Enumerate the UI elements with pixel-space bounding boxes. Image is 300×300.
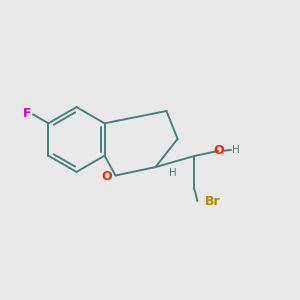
Text: F: F [23,107,32,120]
Text: Br: Br [205,195,220,208]
Text: O: O [102,169,112,183]
Text: H: H [169,168,177,178]
Text: H: H [232,145,240,155]
Text: O: O [214,144,224,157]
